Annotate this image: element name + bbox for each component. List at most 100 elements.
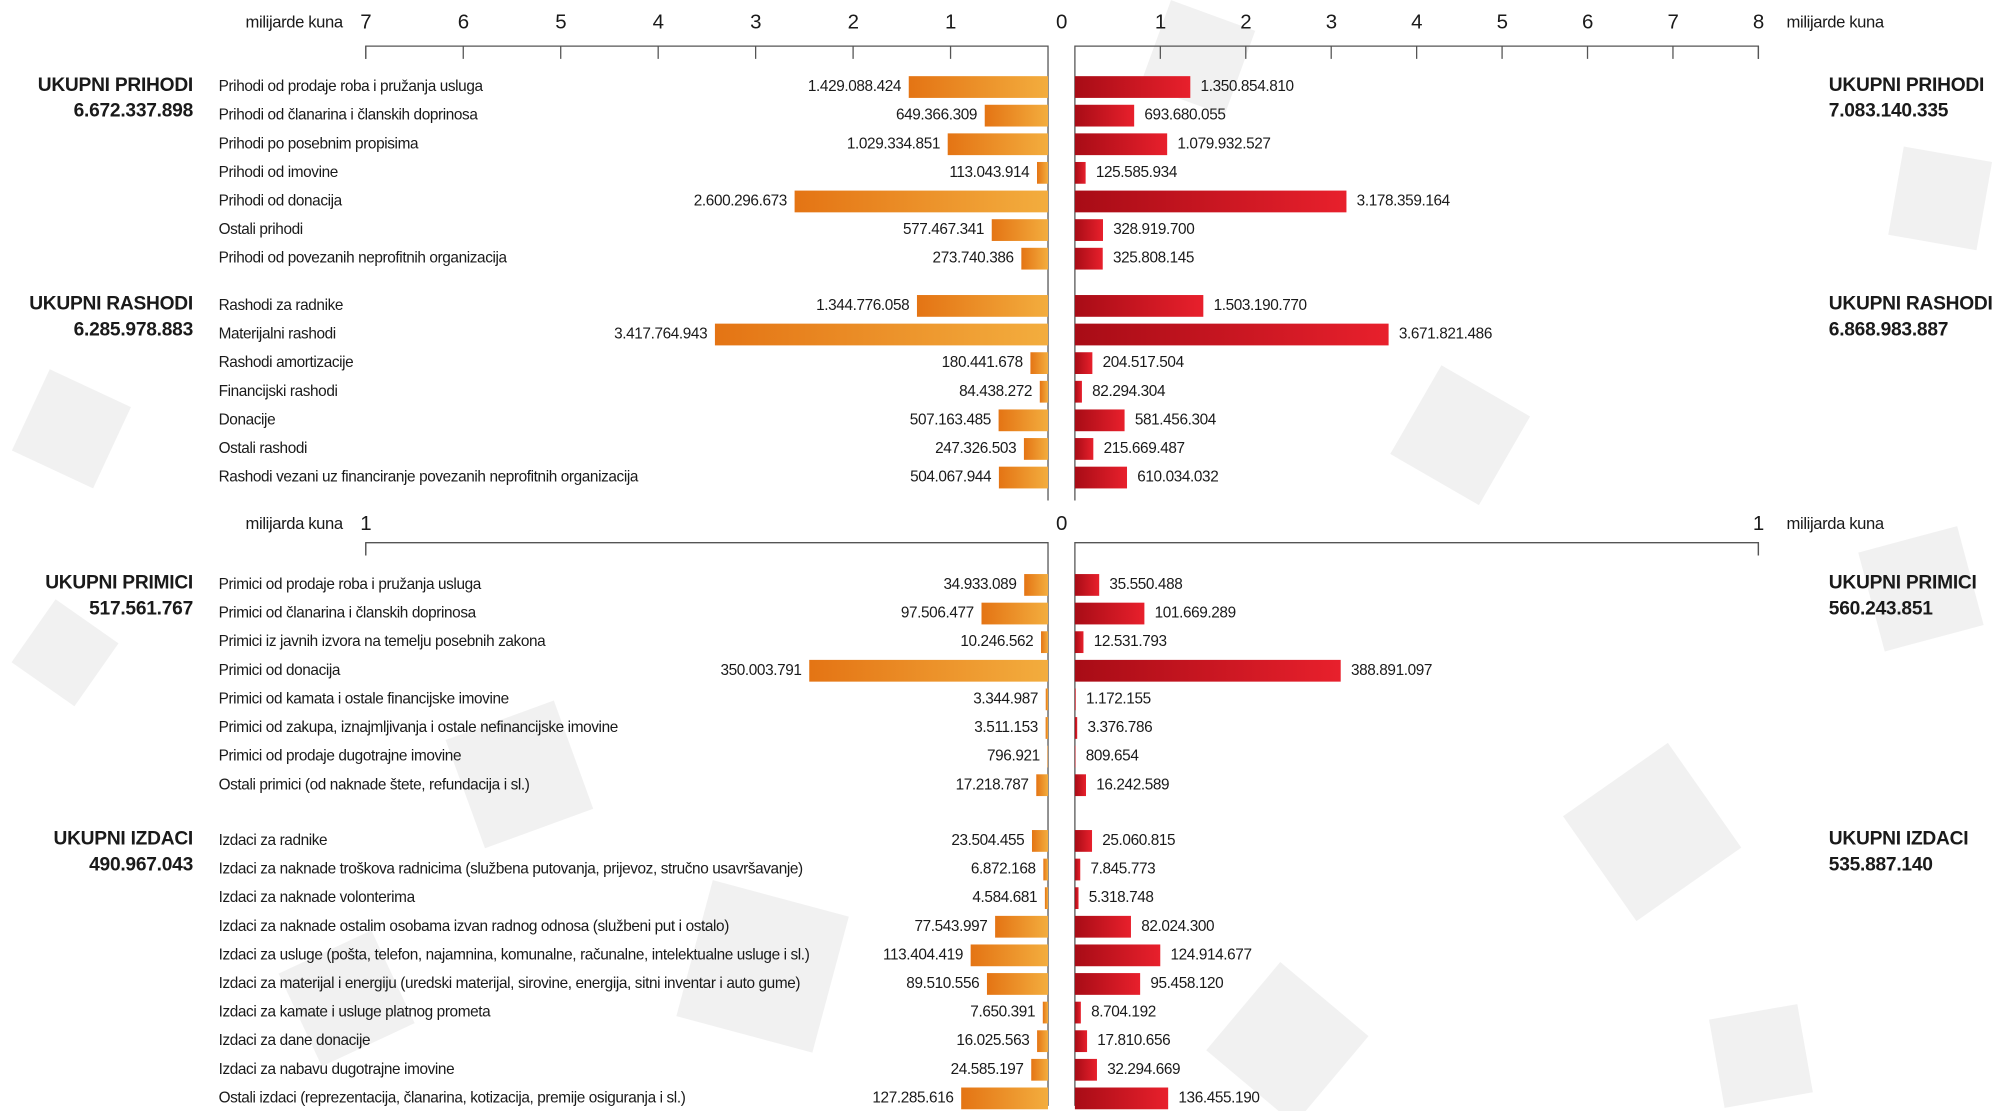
group-title: UKUPNI IZDACI [1829, 829, 1969, 850]
bg-square [1858, 526, 1984, 652]
left-bar [1042, 1001, 1049, 1024]
x-tick-label: 4 [653, 10, 664, 33]
value-label: 95.458.120 [1150, 975, 1223, 992]
right-bar [1074, 745, 1076, 768]
left-bar [1045, 717, 1049, 739]
right-bar [1074, 944, 1161, 967]
value-label: 32.294.669 [1107, 1061, 1180, 1078]
bg-square [445, 700, 594, 849]
right-bar [1074, 76, 1191, 98]
group-title: UKUPNI RASHODI [1829, 294, 1993, 315]
category-label: Izdaci za kamate i usluge platnog promet… [219, 1004, 492, 1021]
category-label: Izdaci za dane donacije [219, 1032, 371, 1049]
group-total: 6.285.978.883 [74, 319, 193, 340]
left-bar [986, 973, 1049, 995]
value-label: 247.326.503 [935, 440, 1016, 457]
value-label: 7.650.391 [970, 1004, 1035, 1021]
value-label: 388.891.097 [1351, 662, 1432, 679]
left-bar [947, 133, 1049, 156]
bg-square [1563, 742, 1742, 922]
value-label: 1.079.932.527 [1177, 135, 1270, 152]
x-tick-label: 4 [1411, 10, 1422, 33]
right-bar [1074, 133, 1168, 156]
value-label: 1.029.334.851 [847, 135, 940, 152]
value-label: 328.919.700 [1113, 221, 1194, 238]
x-tick-label: 1 [1753, 512, 1764, 535]
left-bar [1047, 745, 1049, 768]
value-label: 577.467.341 [903, 221, 984, 238]
value-label: 507.163.485 [910, 411, 991, 428]
value-label: 1.172.155 [1086, 690, 1151, 707]
value-label: 3.178.359.164 [1357, 193, 1451, 210]
value-label: 4.584.681 [972, 889, 1037, 906]
bg-square [11, 369, 131, 489]
left-bar [995, 915, 1049, 938]
left-bar [1045, 688, 1049, 711]
category-label: Izdaci za nabavu dugotrajne imovine [219, 1061, 455, 1078]
left-bar [991, 219, 1049, 241]
value-label: 610.034.032 [1137, 469, 1218, 486]
bg-square [1206, 962, 1369, 1111]
bg-square [1888, 146, 1993, 251]
left-bar [1023, 438, 1049, 460]
group-title: UKUPNI RASHODI [29, 294, 193, 315]
right-bar [1074, 409, 1125, 432]
left-bar [916, 295, 1049, 317]
value-label: 25.060.815 [1102, 832, 1175, 849]
group-title: UKUPNI PRIMICI [45, 573, 193, 594]
x-tick-label: 2 [848, 10, 859, 33]
left-bar [714, 323, 1049, 346]
value-label: 649.366.309 [896, 107, 977, 124]
category-label: Primici od zakupa, iznajmljivanja i osta… [219, 719, 618, 736]
value-label: 3.671.821.486 [1399, 326, 1492, 343]
right-bar [1074, 973, 1141, 995]
x-tick-label: 1 [360, 512, 371, 535]
right-bar [1074, 717, 1078, 739]
right-bar [1074, 295, 1204, 317]
right-bar [1074, 659, 1341, 682]
left-bar [1043, 858, 1049, 881]
category-label: Rashodi amortizacije [219, 354, 354, 371]
value-label: 6.872.168 [971, 861, 1036, 878]
left-bar [1041, 631, 1049, 654]
x-tick-label: 7 [1667, 10, 1678, 33]
category-label: Prihodi po posebnim propisima [219, 135, 419, 152]
value-label: 1.344.776.058 [816, 297, 909, 314]
value-label: 2.600.296.673 [694, 193, 787, 210]
category-label: Prihodi od donacija [219, 193, 343, 210]
left-bar [1024, 574, 1049, 596]
value-label: 23.504.455 [951, 832, 1024, 849]
value-label: 3.376.786 [1087, 719, 1152, 736]
left-bar [1030, 352, 1049, 375]
right-bar [1074, 438, 1094, 460]
right-bar [1074, 774, 1086, 797]
bg-square [676, 880, 849, 1053]
left-bar [1036, 774, 1049, 797]
left-bar [908, 76, 1049, 98]
value-label: 215.669.487 [1104, 440, 1185, 457]
value-label: 693.680.055 [1144, 107, 1225, 124]
category-label: Rashodi za radnike [219, 297, 343, 314]
value-label: 34.933.089 [944, 576, 1017, 593]
bg-square [1390, 365, 1531, 506]
x-tick-label: 8 [1753, 10, 1764, 33]
x-tick-label: 3 [1326, 10, 1337, 33]
bg-square [11, 599, 119, 707]
value-label: 82.024.300 [1141, 918, 1214, 935]
value-label: 204.517.504 [1103, 354, 1185, 371]
bg-square [278, 930, 415, 1067]
value-label: 77.543.997 [914, 918, 987, 935]
value-label: 24.585.197 [951, 1061, 1024, 1078]
category-label: Ostali primici (od naknade štete, refund… [219, 776, 530, 793]
axis-label: milijarda kuna [1787, 514, 1885, 533]
group-total: 6.672.337.898 [74, 100, 194, 121]
value-label: 125.585.934 [1096, 164, 1178, 181]
value-label: 796.921 [987, 748, 1040, 765]
value-label: 101.669.289 [1155, 605, 1236, 622]
right-bar [1074, 858, 1081, 881]
value-label: 3.417.764.943 [614, 326, 707, 343]
category-label: Izdaci za usluge (pošta, telefon, najamn… [219, 946, 810, 963]
right-bar [1074, 190, 1347, 213]
